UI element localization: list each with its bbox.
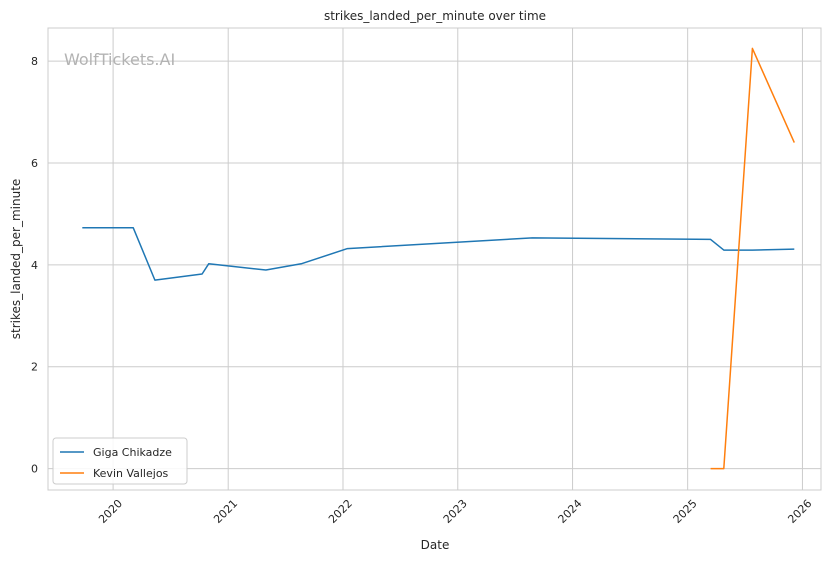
legend-label: Kevin Vallejos xyxy=(93,467,169,480)
y-tick-label: 4 xyxy=(31,259,38,272)
y-axis-label: strikes_landed_per_minute xyxy=(9,179,23,340)
legend-box xyxy=(52,437,188,485)
x-axis-label: Date xyxy=(421,538,450,552)
grid xyxy=(48,28,821,490)
watermark: WolfTickets.AI xyxy=(64,50,175,69)
series-line-2 xyxy=(710,47,795,470)
plot-frame xyxy=(47,27,822,491)
chart-title: strikes_landed_per_minute over time xyxy=(324,9,546,23)
legend-label: Giga Chikadze xyxy=(93,446,172,459)
y-tick-label: 8 xyxy=(31,55,38,68)
legend: Giga Chikadze Kevin Vallejos xyxy=(52,437,188,485)
series-line-1 xyxy=(82,226,795,281)
y-axis-ticks: 0 2 4 6 8 xyxy=(31,55,38,475)
series-layer xyxy=(82,47,795,470)
plot-area xyxy=(47,27,822,491)
plot-background xyxy=(48,28,821,490)
y-tick-label: 0 xyxy=(31,463,38,476)
y-tick-label: 2 xyxy=(31,361,38,374)
y-tick-label: 6 xyxy=(31,157,38,170)
